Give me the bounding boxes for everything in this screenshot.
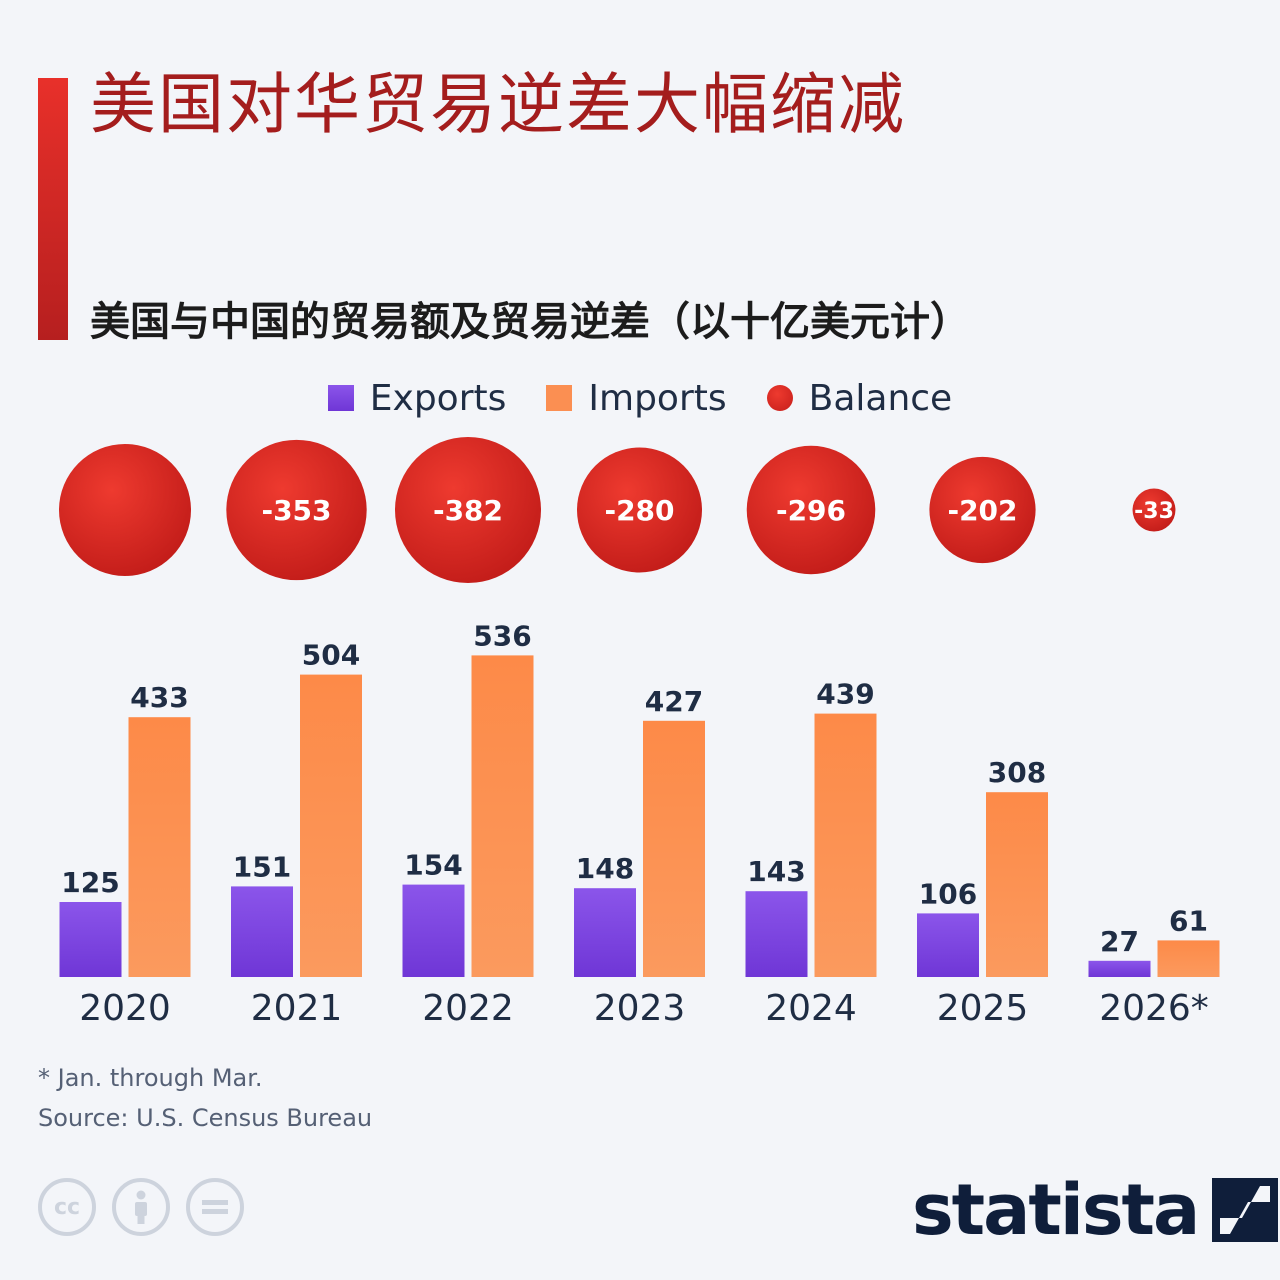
bar-imports-2022	[471, 655, 534, 977]
footnote: * Jan. through Mar.	[38, 1064, 263, 1092]
chart-subtitle: 美国与中国的贸易额及贸易逆差（以十亿美元计）	[90, 299, 970, 345]
balance-bubble-2023	[577, 447, 702, 573]
balance-label: -382	[433, 494, 503, 527]
x-tick-label: 2022	[422, 988, 514, 1029]
bar-exports-2026	[1088, 960, 1151, 977]
legend-label-balance: Balance	[808, 377, 953, 419]
legend-swatch-balance	[766, 385, 793, 411]
bar-exports-2024	[745, 891, 808, 977]
value-label-exports: 125	[61, 866, 119, 899]
bar-imports-2023	[643, 720, 705, 977]
legend-item-exports: Exports	[327, 377, 507, 419]
balance-bubbles: -353 -382 -280 -296 -202 -33	[59, 437, 1176, 583]
balance-bubble-2024	[746, 445, 876, 575]
value-label-exports: 143	[747, 855, 805, 888]
legend-swatch-imports	[546, 385, 573, 411]
x-tick-label: 2026*	[1099, 988, 1209, 1029]
value-labels: 125 433 151 504 154 536 148 427 143 439 106 308 27 61	[61, 619, 1208, 957]
x-tick-label: 2025	[937, 988, 1029, 1029]
balance-bubble-2020	[59, 444, 191, 576]
legend-item-imports: Imports	[546, 377, 727, 419]
balance-bubble-2025	[929, 456, 1036, 564]
no-derivatives-icon[interactable]	[186, 1178, 244, 1236]
bar-chart: -353 -382 -280 -296 -202 -33 125 433 151 504 154 5…	[59, 437, 1220, 1029]
balance-label: -280	[604, 494, 674, 527]
balance-bubble-2021	[226, 439, 367, 581]
accent-bar	[38, 78, 68, 340]
value-label-exports: 154	[404, 849, 462, 882]
bar-imports-2021	[300, 674, 362, 977]
x-tick-label: 2024	[765, 988, 857, 1029]
balance-label: -353	[261, 494, 331, 527]
value-label-imports: 61	[1169, 904, 1208, 937]
x-tick-label: 2020	[79, 988, 171, 1029]
attribution-icon[interactable]	[112, 1178, 170, 1236]
bar-exports-2022	[402, 884, 465, 977]
legend: Exports Imports Balance	[0, 372, 1280, 424]
bar-exports-2023	[574, 888, 636, 977]
bar-imports-2020	[128, 717, 191, 977]
bar-exports-2020	[59, 902, 122, 977]
balance-bubble-2026	[1132, 488, 1176, 532]
value-label-imports: 427	[645, 685, 703, 718]
statista-logo[interactable]: statista	[912, 1168, 1279, 1252]
bar-exports-2021	[231, 886, 293, 977]
value-label-exports: 27	[1100, 925, 1139, 958]
value-label-exports: 148	[576, 852, 634, 885]
legend-item-balance: Balance	[766, 377, 953, 419]
balance-label: -33	[1134, 499, 1174, 524]
logo-text: statista	[912, 1169, 1200, 1251]
value-label-imports: 536	[473, 619, 531, 652]
legend-label-imports: Imports	[588, 377, 727, 419]
value-label-exports: 106	[919, 877, 977, 910]
bars	[59, 655, 1220, 977]
bar-imports-2026	[1157, 940, 1220, 977]
balance-label: -202	[947, 494, 1017, 527]
balance-bubble-2022	[395, 437, 541, 583]
x-axis-labels: 2020 2021 2022 2023 2024 2025 2026*	[79, 988, 1209, 1029]
legend-swatch-exports	[327, 385, 354, 411]
chart-title: 美国对华贸易逆差大幅缩减	[90, 66, 906, 143]
bar-imports-2025	[986, 792, 1048, 977]
cc-icon[interactable]: cc	[38, 1178, 96, 1236]
bar-imports-2024	[814, 713, 877, 977]
value-label-imports: 439	[816, 678, 874, 711]
statista-logo-icon	[1212, 1178, 1279, 1242]
x-tick-label: 2023	[594, 988, 686, 1029]
legend-label-exports: Exports	[369, 377, 507, 419]
value-label-imports: 433	[130, 681, 188, 714]
source-note: Source: U.S. Census Bureau	[38, 1104, 373, 1132]
x-tick-label: 2021	[251, 988, 343, 1029]
bar-exports-2025	[917, 913, 979, 977]
value-label-exports: 151	[233, 850, 291, 883]
license-icons: cc	[38, 1178, 244, 1236]
value-label-imports: 308	[988, 756, 1046, 789]
balance-label: -296	[776, 494, 846, 527]
value-label-imports: 504	[302, 639, 360, 672]
